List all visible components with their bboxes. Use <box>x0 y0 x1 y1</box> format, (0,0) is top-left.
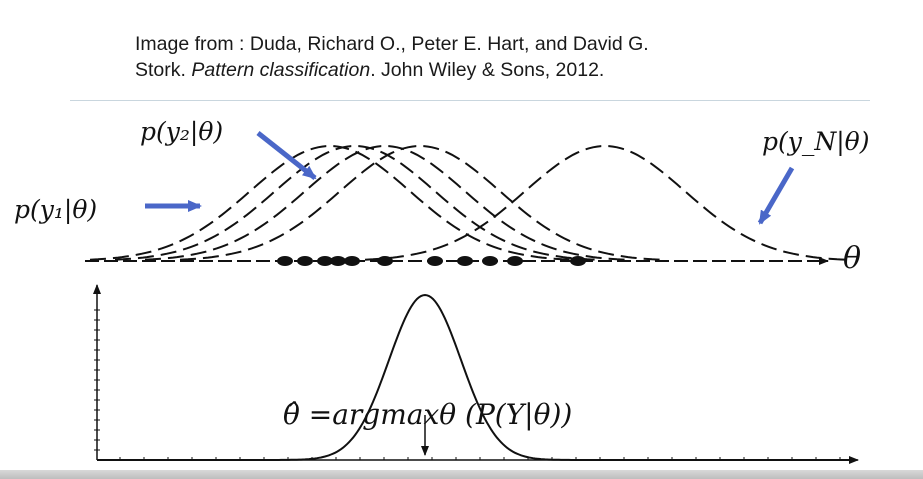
likelihood-curve-5 <box>364 144 846 261</box>
citation-line-1: Image from : Duda, Richard O., Peter E. … <box>135 33 649 55</box>
estimator-formula: θ̂ =argmaxθ (P(Y|θ)) <box>283 398 572 431</box>
likelihood-curve-3 <box>144 144 626 261</box>
likelihood-curve-2 <box>114 144 596 261</box>
sample-point-7 <box>427 256 443 266</box>
citation-prefix: Stork. <box>135 59 192 81</box>
arrow-p-yN <box>757 166 795 225</box>
likelihood-curves <box>89 144 846 261</box>
citation-suffix: . John Wiley & Sons, 2012. <box>370 59 605 81</box>
sample-point-9 <box>482 256 498 266</box>
likelihood-curve-1 <box>89 144 571 261</box>
sample-point-8 <box>457 256 473 266</box>
axis-ticks <box>94 309 841 460</box>
likelihood-curve-4 <box>179 144 661 261</box>
citation-title: Pattern classification <box>191 59 371 81</box>
sample-point-5 <box>344 256 360 266</box>
citation: Image from : Duda, Richard O., Peter E. … <box>135 31 649 83</box>
posterior-curve <box>97 293 849 461</box>
label-p-y2: p(y₂|θ) <box>140 117 223 147</box>
sample-point-1 <box>277 256 293 266</box>
citation-line-2: Stork. Pattern classification. John Wile… <box>135 57 649 83</box>
label-p-y1: p(y₁|θ) <box>14 195 97 225</box>
label-p-yN: p(y_N|θ) <box>762 127 869 157</box>
sample-point-3 <box>317 256 333 266</box>
sample-point-11 <box>570 256 586 266</box>
bottom-band <box>0 470 923 479</box>
sample-point-4 <box>330 256 346 266</box>
sample-point-2 <box>297 256 313 266</box>
sample-point-10 <box>507 256 523 266</box>
sample-point-6 <box>377 256 393 266</box>
divider-rule <box>70 100 870 101</box>
sample-points <box>277 256 586 266</box>
arrow-p-y2 <box>256 131 317 180</box>
theta-axis-label: θ <box>843 241 861 276</box>
